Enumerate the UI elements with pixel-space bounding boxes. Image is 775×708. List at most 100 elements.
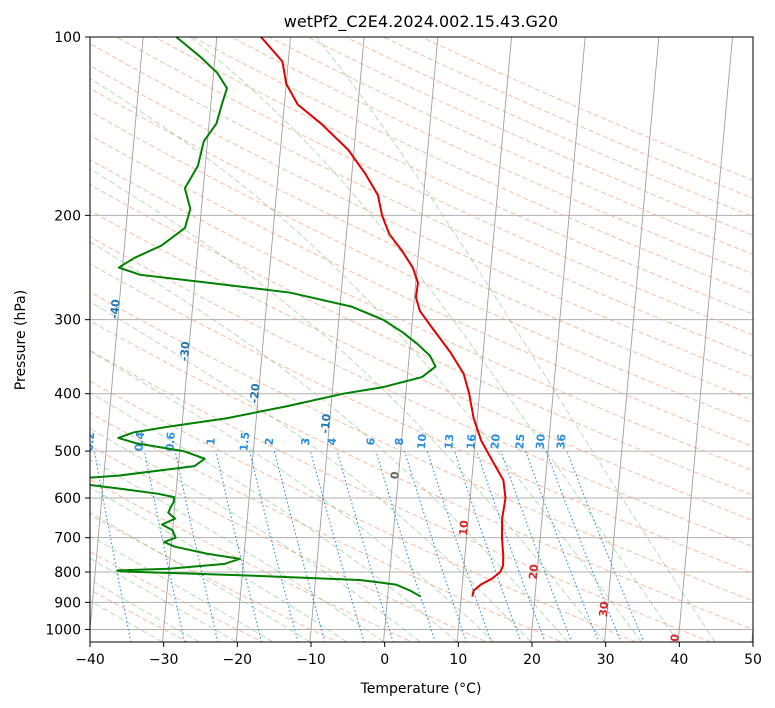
mixing-ratio-line	[143, 450, 186, 642]
x-tick-label: −30	[149, 652, 179, 668]
moist-adiabat	[90, 392, 458, 642]
y-tick-label: 1000	[45, 622, 81, 638]
dry-adiabat	[90, 184, 753, 496]
mixing-ratio-line	[476, 450, 546, 642]
mixing-ratio-label: 13	[442, 433, 456, 449]
dry-adiabat	[90, 320, 753, 630]
isotherm-label: 20	[527, 563, 541, 580]
y-axis-label: Pressure (hPa)	[13, 290, 29, 390]
dry-adiabat	[90, 236, 753, 548]
isotherm-label: 0	[388, 471, 402, 480]
isotherm-label: -30	[178, 340, 193, 361]
x-tick-label: 20	[523, 652, 541, 668]
x-tick-label: 30	[597, 652, 615, 668]
mixing-ratio-line	[525, 450, 600, 642]
dry-adiabat	[90, 479, 413, 642]
mixing-ratio-line	[375, 450, 436, 642]
dry-adiabat	[344, 37, 753, 218]
isotherm-label: 40	[668, 633, 682, 650]
dry-adiabat	[90, 445, 488, 642]
y-tick-label: 300	[54, 313, 81, 329]
mixing-ratio-label: 36	[554, 433, 568, 450]
chart-title: wetPf2_C2E4.2024.002.15.43.G20	[284, 12, 558, 32]
moist-adiabat	[90, 535, 274, 642]
x-tick-label: −20	[223, 652, 253, 668]
x-tick-label: 10	[449, 652, 467, 668]
isotherm-line	[677, 37, 733, 642]
moist-adiabat	[90, 579, 200, 642]
isotherm-line	[604, 37, 660, 642]
dry-adiabat	[90, 589, 189, 642]
mixing-ratio-label: 30	[534, 433, 548, 450]
isotherm-label: -10	[319, 413, 334, 434]
mixing-ratio-label: 3	[299, 437, 313, 446]
mixing-ratio-line	[454, 450, 522, 642]
dewpoint-trace	[90, 37, 437, 598]
isotherm-line	[90, 37, 144, 635]
y-tick-label: 900	[54, 595, 81, 611]
mixing-ratio-line	[336, 450, 394, 642]
x-tick-label: −40	[75, 652, 105, 668]
y-tick-label: 500	[54, 444, 81, 460]
mixing-ratio-label: 25	[513, 433, 527, 449]
mixing-ratio-label: 0.2	[83, 431, 98, 452]
isotherm-label: 30	[597, 601, 611, 618]
dry-adiabat	[90, 291, 753, 602]
moist-adiabat	[316, 37, 716, 642]
mixing-ratio-line	[273, 450, 326, 642]
moist-adiabat	[90, 458, 384, 642]
mixing-ratio-label: 8	[393, 437, 407, 446]
x-tick-label: 40	[670, 652, 688, 668]
axes: −40 −30 −20 −10 0 10 20 30 40 5010009008007006005…	[45, 30, 762, 668]
isotherm-line	[383, 37, 439, 642]
mixing-ratio-label: 1	[204, 437, 218, 446]
mixing-ratio-line	[545, 450, 622, 642]
dry-adiabat	[90, 412, 563, 642]
dry-adiabat	[191, 37, 753, 295]
mixing-ratio-label: 20	[488, 433, 502, 450]
dry-adiabat	[229, 37, 753, 275]
y-tick-label: 600	[54, 491, 81, 507]
isotherm-line	[456, 37, 512, 642]
dry-adiabat	[90, 65, 753, 379]
moist-adiabat	[90, 77, 642, 642]
x-tick-label: −10	[296, 652, 326, 668]
dry-adiabat	[90, 380, 638, 642]
moist-adiabat	[90, 168, 605, 642]
y-tick-label: 400	[54, 387, 81, 403]
mixing-ratio-label: 2	[263, 437, 277, 446]
moist-adiabat	[90, 300, 532, 642]
dry-adiabat	[90, 134, 753, 448]
plot-frame	[89, 36, 754, 643]
mixing-ratio-line	[566, 450, 645, 642]
y-tick-label: 100	[54, 30, 81, 46]
moist-adiabat	[189, 37, 679, 642]
mixing-ratio-label: 6	[364, 437, 378, 446]
isotherm-line	[162, 37, 218, 642]
x-tick-label: 0	[380, 652, 389, 668]
isotherm-label: -40	[108, 298, 123, 319]
isotherm-label: 10	[457, 519, 471, 536]
mixing-ratio-line	[93, 451, 132, 642]
plot-area: 0.1 0.2 0.4 0.6 1 1.5 2 3 4 6 8 10 13 16 20 25 30 36 -10 0 -…	[36, 37, 753, 650]
moist-adiabat	[90, 241, 569, 642]
mixing-ratio-line	[249, 450, 299, 642]
isotherm-line	[309, 37, 365, 642]
temperature-trace	[260, 37, 507, 597]
mixing-ratio-label: 0.1	[36, 431, 51, 452]
isotherm-label: -50	[38, 256, 53, 277]
mixing-ratio-line	[215, 450, 263, 642]
dry-adiabat	[306, 37, 753, 236]
isotherm-label: -20	[248, 383, 263, 404]
dry-adiabat	[90, 349, 712, 642]
dry-adiabat	[115, 37, 753, 336]
isotherm-line	[235, 37, 291, 642]
isotherm-line	[751, 624, 753, 642]
mixing-ratio-label: 0.4	[132, 431, 147, 452]
mixing-ratio-label: 16	[464, 433, 478, 450]
moist-adiabat	[90, 427, 421, 642]
dry-adiabat	[268, 37, 753, 255]
dry-adiabat	[153, 37, 753, 315]
y-tick-label: 200	[54, 208, 81, 224]
